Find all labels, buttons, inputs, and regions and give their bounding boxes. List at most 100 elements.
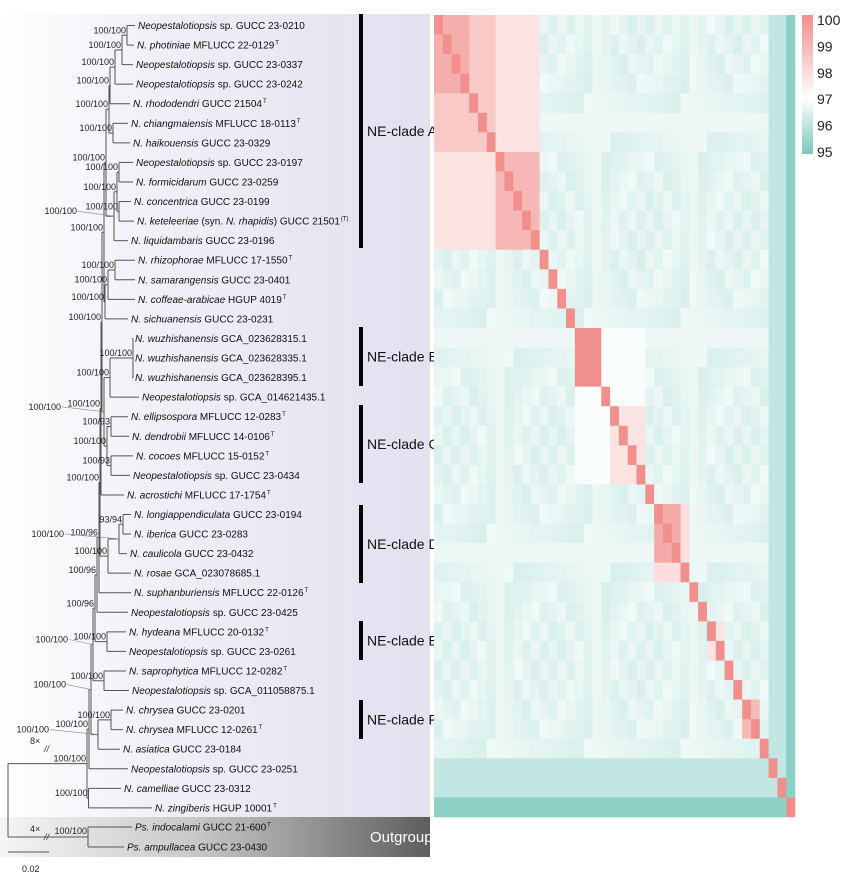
heatmap-cell [636,464,646,485]
heatmap-cell [530,738,540,759]
heatmap-cell [786,73,796,94]
heatmap-cell [574,777,584,798]
heatmap-cell [451,425,461,446]
heatmap [434,15,796,818]
heatmap-cell [601,425,611,446]
heatmap-cell [759,347,769,368]
heatmap-cell [786,601,796,622]
heatmap-cell [469,93,479,114]
heatmap-cell [434,171,444,192]
heatmap-cell [522,699,532,720]
heatmap-cell [460,738,470,759]
heatmap-cell [715,445,725,466]
heatmap-cell [442,484,452,505]
heatmap-cell [451,230,461,251]
heatmap-cell [566,151,576,172]
heatmap-cell [706,191,717,211]
heatmap-cell [522,269,532,290]
heatmap-cell [733,347,743,368]
heatmap-cell [566,93,576,114]
heatmap-cell [671,34,681,55]
taxon-label: Neopestalotiopsis sp. GCA_011058875.1 [132,686,315,697]
heatmap-cell [698,464,708,485]
heatmap-cell [618,367,629,387]
heatmap-cell [601,367,611,387]
heatmap-cell [680,54,690,74]
heatmap-cell [601,484,611,505]
heatmap-cell [759,719,769,740]
support-value: 100/100 [33,680,66,690]
heatmap-cell [750,738,761,759]
heatmap-cell [495,640,505,661]
heatmap-cell [627,719,637,740]
heatmap-cell [742,347,752,368]
heatmap-cell [689,151,699,172]
heatmap-cell [786,640,796,661]
heatmap-cell [539,210,549,231]
heatmap-cell [733,464,743,485]
heatmap-cell [618,523,629,544]
heatmap-cell [715,191,725,211]
heatmap-cell [742,151,752,172]
heatmap-cell [627,386,637,407]
heatmap-cell [662,386,673,407]
heatmap-cell [469,680,479,700]
heatmap-cell [680,230,690,251]
heatmap-cell [486,151,496,172]
heatmap-cell [504,660,514,681]
heatmap-cell [768,425,778,446]
heatmap-cell [742,288,752,309]
heatmap-cell [504,445,514,466]
heatmap-cell [627,308,637,329]
heatmap-cell [460,621,470,642]
heatmap-cell [434,15,444,35]
heatmap-cell [522,249,532,270]
heatmap-cell [548,758,558,779]
heatmap-cell [742,34,752,55]
heatmap-cell [495,327,505,348]
heatmap-cell [442,386,452,407]
heatmap-cell [522,34,532,55]
heatmap-cell [451,601,461,622]
heatmap-cell [601,445,611,466]
heatmap-cell [451,288,461,309]
type-strain-marker: T [282,412,286,418]
heatmap-cell [548,621,558,642]
heatmap-cell [715,210,725,231]
heatmap-cell [662,288,673,309]
heatmap-cell [671,367,681,387]
heatmap-cell [671,699,681,720]
heatmap-cell [451,151,461,172]
heatmap-cell [530,425,540,446]
heatmap-cell [671,523,681,544]
heatmap-cell [601,112,611,133]
heatmap-cell [627,562,637,583]
heatmap-cell [777,171,787,192]
heatmap-cell [680,288,690,309]
heatmap-cell [636,54,646,74]
heatmap-cell [557,699,567,720]
heatmap-cell [645,504,655,524]
heatmap-cell [469,640,479,661]
type-strain-marker: T [265,451,269,457]
heatmap-cell [715,151,725,172]
heatmap-cell [618,660,629,681]
heatmap-cell [706,464,717,485]
heatmap-cell [627,582,637,603]
heatmap-cell [742,562,752,583]
heatmap-cell [742,464,752,485]
heatmap-cell [618,640,629,661]
heatmap-cell [715,230,725,251]
heatmap-cell [750,288,761,309]
heatmap-cell [698,621,708,642]
support-value: 100/96 [68,565,96,575]
heatmap-cell [451,738,461,759]
heatmap-cell [548,191,558,211]
heatmap-cell [451,210,461,231]
taxon-label: N. formicidarum GUCC 23-0259 [136,177,279,188]
heatmap-cell [662,464,673,485]
taxon-label: N. longiappendiculata GUCC 23-0194 [134,510,302,521]
heatmap-cell [645,484,655,505]
heatmap-cell [689,93,699,114]
heatmap-cell [460,640,470,661]
